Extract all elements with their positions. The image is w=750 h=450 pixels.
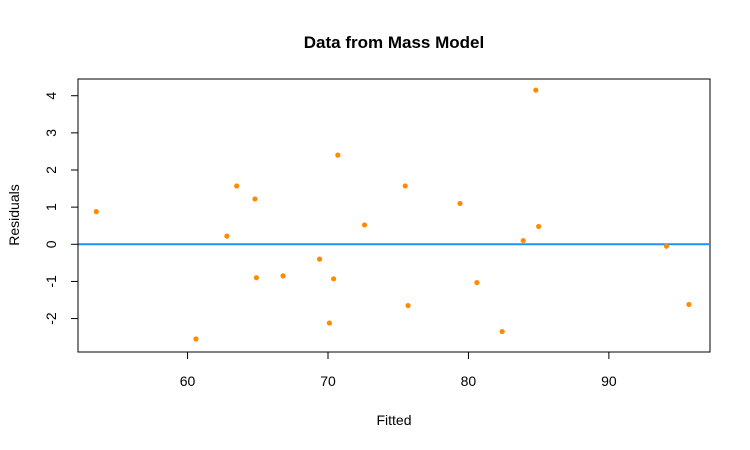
data-point [224, 233, 230, 239]
chart-title: Data from Mass Model [304, 33, 484, 52]
x-tick-label: 70 [320, 373, 336, 389]
data-point [316, 256, 323, 262]
y-tick-label: 1 [43, 203, 59, 211]
y-tick-label: -2 [43, 312, 59, 325]
data-point [402, 183, 408, 189]
data-point [405, 302, 411, 309]
x-tick-label: 60 [180, 373, 196, 389]
data-point [499, 328, 505, 335]
data-point [280, 273, 286, 279]
data-point [533, 87, 539, 93]
data-point [520, 237, 526, 244]
y-tick-label: 2 [43, 166, 59, 174]
y-tick-label: 3 [43, 129, 59, 137]
y-axis: -2 -1 0 1 2 3 4 [43, 92, 79, 325]
y-tick-label: 0 [43, 240, 59, 248]
data-point [331, 276, 337, 282]
data-point [536, 223, 542, 230]
y-tick-label: -1 [43, 275, 59, 288]
data-point [686, 301, 692, 308]
data-point [335, 152, 341, 158]
data-point [326, 320, 332, 326]
x-axis: 60 70 80 90 [180, 351, 617, 389]
data-point [663, 243, 670, 249]
y-tick-label: 4 [43, 92, 59, 100]
data-point [234, 183, 240, 189]
points-group [93, 87, 692, 342]
data-point [361, 222, 368, 228]
x-tick-label: 80 [461, 373, 477, 389]
x-axis-label: Fitted [376, 412, 411, 428]
data-point [457, 200, 463, 207]
data-point [253, 275, 259, 281]
plot-frame [77, 78, 711, 353]
data-point [193, 336, 199, 342]
y-axis-label: Residuals [6, 184, 22, 245]
x-tick-label: 90 [601, 373, 617, 389]
data-point [252, 196, 258, 202]
data-point [474, 279, 480, 286]
data-point [93, 209, 99, 215]
